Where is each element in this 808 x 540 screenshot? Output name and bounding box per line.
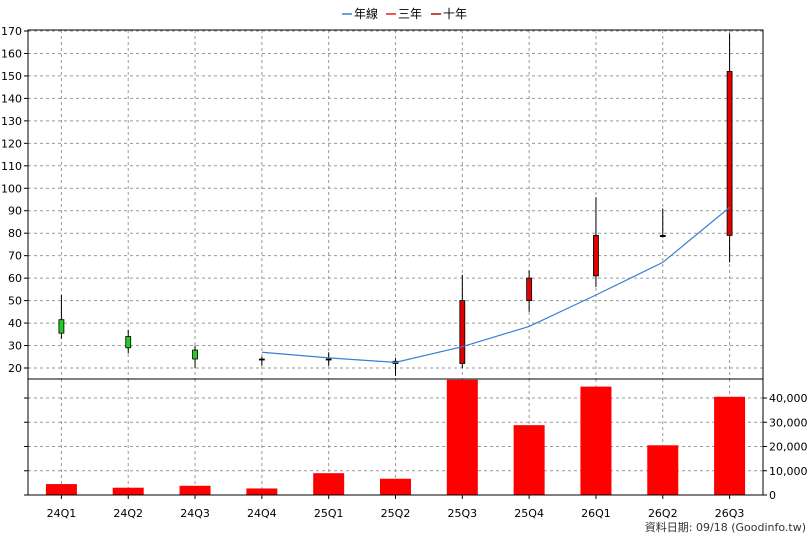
price-tick-label: 120 [1, 137, 22, 150]
price-tick-label: 80 [8, 227, 22, 240]
candle-body [325, 358, 332, 361]
volume-bar [647, 445, 679, 495]
moving-average-line [261, 206, 730, 363]
volume-bar [313, 473, 345, 495]
x-tick-label: 24Q1 [47, 507, 77, 520]
price-tick-label: 70 [8, 250, 22, 263]
volume-bar [179, 485, 211, 495]
price-tick-label: 60 [8, 272, 22, 285]
x-tick-label: 25Q1 [314, 507, 344, 520]
volume-bar [380, 478, 411, 495]
volume-tick-label: 30,000 [769, 416, 808, 429]
candle-body [593, 235, 599, 277]
volume-bar [714, 396, 746, 495]
volume-bars [45, 379, 746, 495]
price-tick-label: 100 [1, 182, 22, 195]
x-tick-label: 25Q2 [381, 507, 411, 520]
price-tick-label: 20 [8, 362, 22, 375]
volume-tick-label: 40,000 [769, 392, 808, 405]
candle-body [58, 319, 65, 334]
volume-bar [446, 379, 478, 495]
x-tick-label: 25Q4 [514, 507, 544, 520]
price-tick-label: 150 [1, 70, 22, 83]
x-tick-label: 24Q2 [113, 507, 143, 520]
price-tick-label: 50 [8, 295, 22, 308]
volume-tick-label: 20,000 [769, 441, 808, 454]
price-tick-label: 110 [1, 160, 22, 173]
candle-body [125, 336, 132, 349]
candle-body [526, 277, 533, 301]
x-tick-label: 26Q2 [648, 507, 678, 520]
x-tick-label: 26Q1 [581, 507, 611, 520]
candle-body [659, 235, 666, 237]
volume-bar [580, 386, 612, 495]
volume-bar [246, 488, 278, 495]
legend-label-2: 三年 [398, 7, 422, 21]
candles [58, 33, 733, 376]
volume-axis-labels: 0 10,000 20,000 30,000 40,000 [24, 392, 808, 502]
x-axis-labels: 24Q1 24Q2 24Q3 24Q4 25Q1 25Q2 25Q3 25Q4 26Q1 26Q2… [47, 495, 745, 520]
price-tick-label: 170 [1, 25, 22, 38]
price-tick-label: 140 [1, 92, 22, 105]
price-grid [28, 30, 763, 379]
volume-bar [112, 487, 144, 495]
volume-tick-label: 10,000 [769, 465, 808, 478]
candle-body [726, 71, 733, 236]
volume-bar [513, 425, 545, 495]
candle-body [258, 358, 265, 361]
volume-bar [45, 484, 77, 495]
candle-body [192, 349, 198, 360]
volume-tick-label: 0 [769, 489, 776, 502]
price-tick-label: 130 [1, 115, 22, 128]
x-tick-label: 24Q4 [247, 507, 277, 520]
price-axis-labels: 20 30 40 50 60 70 80 90 100 110 120 130 140 150 160 170 [1, 25, 28, 375]
legend: 年線 三年 十年 [342, 6, 467, 21]
price-tick-label: 30 [8, 340, 22, 353]
x-tick-label: 25Q3 [447, 507, 477, 520]
price-tick-label: 40 [8, 317, 22, 330]
price-tick-label: 160 [1, 47, 22, 60]
price-tick-label: 90 [8, 205, 22, 218]
x-tick-label: 24Q3 [180, 507, 210, 520]
data-date-footer: 資料日期: 09/18 (Goodinfo.tw) [645, 520, 806, 534]
candle-body [459, 300, 466, 364]
ma-polyline [261, 206, 730, 363]
x-tick-label: 26Q3 [715, 507, 745, 520]
legend-label-1: 年線 [354, 6, 378, 21]
legend-label-3: 十年 [443, 7, 467, 21]
volume-panel-frame [27, 378, 764, 496]
